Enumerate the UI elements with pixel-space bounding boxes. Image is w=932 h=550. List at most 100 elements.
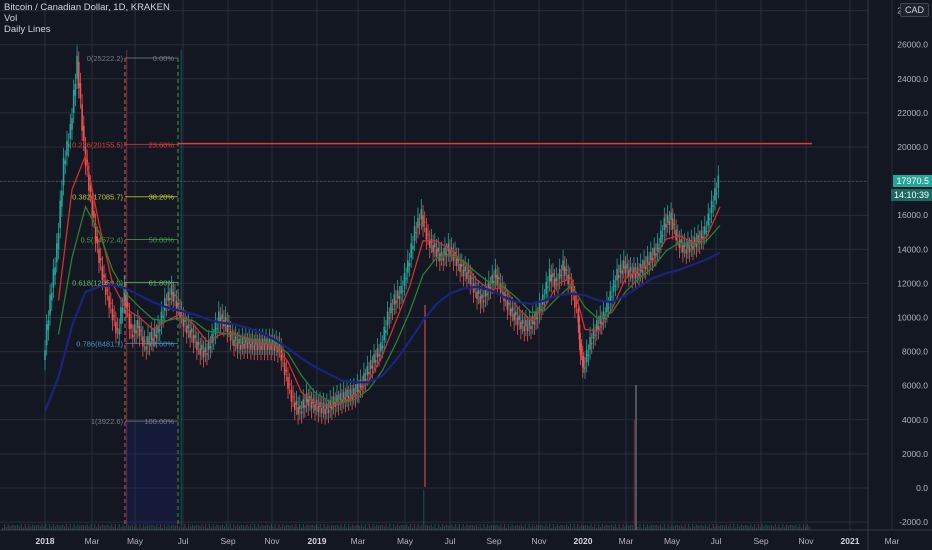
volume-bar xyxy=(795,524,797,530)
volume-bar xyxy=(293,526,295,530)
candle-body xyxy=(204,347,207,353)
volume-bar xyxy=(327,524,329,530)
candle-body xyxy=(709,218,711,220)
volume-bar xyxy=(754,524,756,530)
volume-bar xyxy=(423,490,425,530)
candle-body xyxy=(115,321,117,334)
candle-body xyxy=(580,349,583,351)
candle-body xyxy=(380,342,382,352)
volume-bar xyxy=(319,524,321,530)
volume-bar xyxy=(135,524,137,530)
volume-bar xyxy=(41,524,43,530)
volume-bar xyxy=(445,524,447,530)
candle-body xyxy=(273,344,276,351)
volume-bar xyxy=(84,525,86,530)
candle-body xyxy=(508,303,510,305)
volume-bar xyxy=(752,526,754,530)
volume-bar xyxy=(26,527,28,530)
candle-body xyxy=(425,227,428,240)
candle-body xyxy=(661,235,664,237)
x-tick-label: 2019 xyxy=(308,536,327,546)
volume-bar xyxy=(159,524,162,530)
candle-body xyxy=(526,326,529,332)
candle-body xyxy=(601,321,603,325)
x-tick-label: May xyxy=(397,536,414,546)
candle-body xyxy=(135,330,137,334)
volume-bar xyxy=(656,524,658,530)
fib-level-label: 0.618(12059.0) xyxy=(72,278,123,287)
volume-bar xyxy=(133,526,135,530)
volume-bar xyxy=(362,526,365,530)
candle-body xyxy=(444,247,446,256)
volume-bar xyxy=(616,527,618,530)
candle-body xyxy=(44,350,46,361)
volume-bar xyxy=(182,527,184,530)
fib-level-percent: 0.00% xyxy=(153,54,175,63)
volume-bar xyxy=(302,524,304,530)
x-tick-label: Nov xyxy=(531,536,547,546)
candle-body xyxy=(304,405,306,408)
volume-bar xyxy=(511,524,513,530)
candle-body xyxy=(67,143,70,147)
volume-bar xyxy=(163,524,165,530)
y-axis[interactable]: -2000.0 0.0 2000.0 4000.0 6000.0 8000.0 10000.… xyxy=(897,6,928,528)
candle-body xyxy=(714,188,716,201)
volume-bar xyxy=(169,526,171,530)
candle-body xyxy=(410,243,412,258)
candle-body xyxy=(670,212,672,220)
volume-indicator-label[interactable]: Vol xyxy=(4,13,18,24)
volume-bar xyxy=(695,524,697,530)
candle-body xyxy=(589,337,591,350)
candle-body xyxy=(616,268,618,281)
candle-body xyxy=(104,283,107,295)
fib-level-label: 1(3922.6) xyxy=(91,417,124,426)
volume-bar xyxy=(45,524,47,530)
candle-body xyxy=(165,303,168,306)
volume-bar xyxy=(67,527,69,530)
candle-body xyxy=(121,307,124,314)
volume-bar xyxy=(601,524,603,530)
candle-body xyxy=(155,334,158,338)
volume-bar xyxy=(150,525,152,530)
volume-bar xyxy=(421,524,423,530)
candle-body xyxy=(481,294,483,299)
candle-body xyxy=(209,346,212,349)
volume-bar xyxy=(477,526,479,530)
candle-body xyxy=(717,175,720,188)
volume-bar xyxy=(402,525,404,530)
candle-body xyxy=(71,118,73,130)
volume-bar xyxy=(782,524,784,530)
volume-bar xyxy=(744,525,746,530)
x-tick-label: 2018 xyxy=(36,536,55,546)
x-tick-label: 2021 xyxy=(841,536,860,546)
candle-body xyxy=(583,362,585,364)
volume-bar xyxy=(347,524,350,530)
volume-bar xyxy=(186,527,188,530)
candle-body xyxy=(452,253,455,261)
volume-bar xyxy=(584,525,586,530)
volume-bar xyxy=(331,524,333,530)
x-axis[interactable]: 2018 Mar May Jul Sep Nov 2019 Mar May Jul Sep Nov 20… xyxy=(36,536,900,546)
volume-bar xyxy=(558,525,560,530)
volume-bar xyxy=(300,527,303,530)
volume-bar xyxy=(669,526,671,530)
volume-bar xyxy=(195,525,197,530)
volume-bar xyxy=(464,526,466,530)
volume-bar xyxy=(699,525,701,530)
volume-bar xyxy=(735,527,737,530)
volume-bar xyxy=(253,524,256,530)
volume-bar xyxy=(190,526,192,530)
volume-bar xyxy=(746,524,748,530)
y-tick-label: 8000.0 xyxy=(902,347,928,357)
candle-body xyxy=(626,263,628,269)
candle-body xyxy=(574,296,576,308)
candle-body xyxy=(442,257,445,261)
candle-body xyxy=(197,342,200,345)
symbol-title[interactable]: Bitcoin / Canadian Dollar, 1D, KRAKEN xyxy=(4,2,170,13)
candle-body xyxy=(314,404,316,411)
currency-badge[interactable]: CAD xyxy=(899,3,929,17)
candle-body xyxy=(76,55,78,79)
candle-body xyxy=(260,344,262,350)
daily-lines-indicator-label[interactable]: Daily Lines xyxy=(4,24,51,35)
